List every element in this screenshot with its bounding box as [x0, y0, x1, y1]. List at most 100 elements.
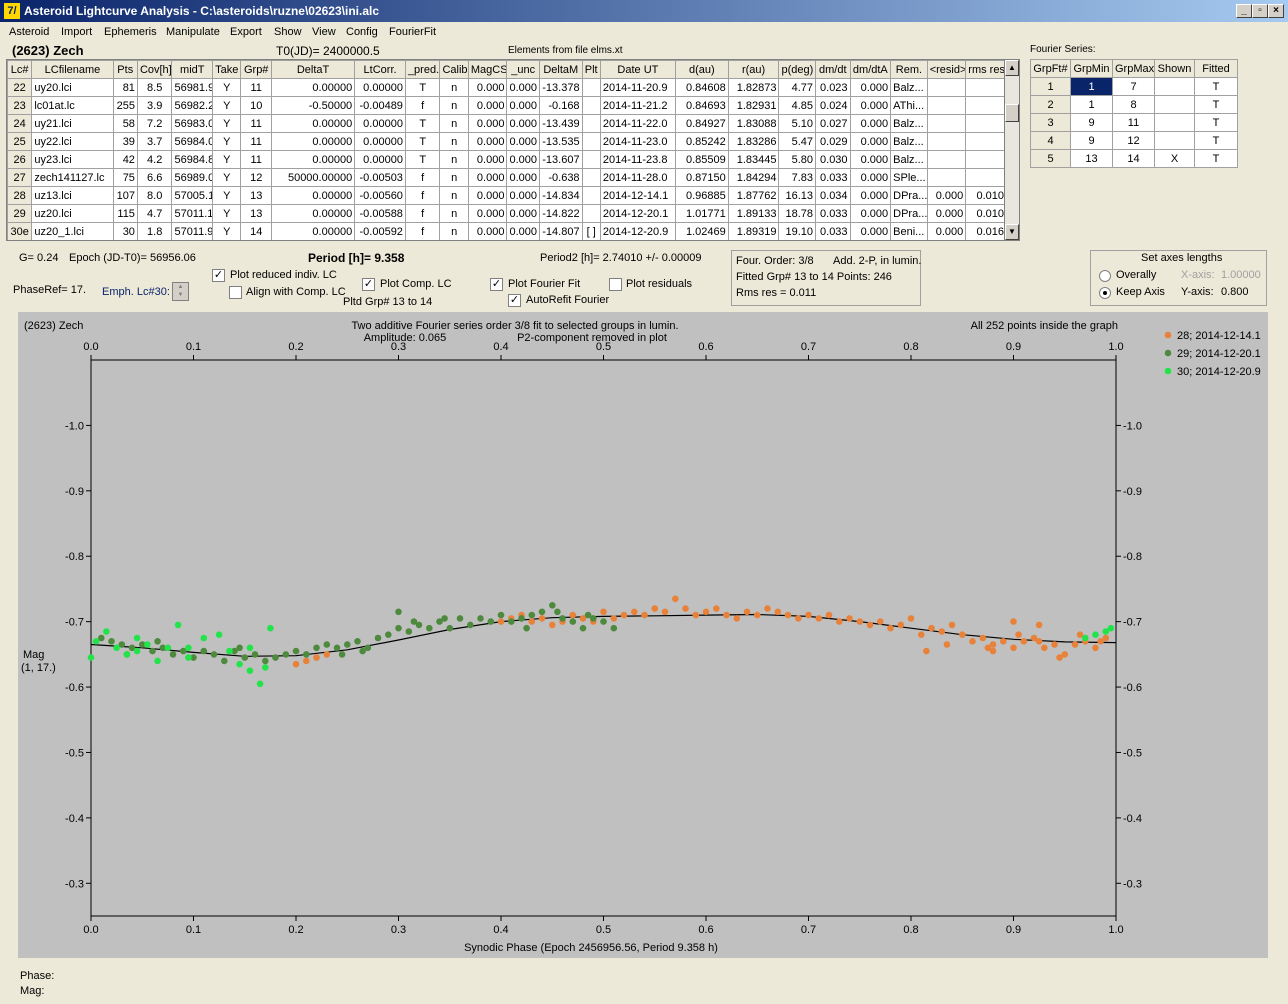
table-cell[interactable]: 1.89319 [727, 222, 780, 240]
row-header[interactable]: 23 [7, 96, 33, 115]
fourier-row-header[interactable]: 4 [1030, 131, 1071, 150]
menu-config[interactable]: Config [346, 26, 378, 38]
fourier-column-header[interactable]: Fitted [1194, 59, 1238, 78]
table-cell[interactable]: 30 [112, 222, 138, 240]
table-cell[interactable]: n [439, 96, 469, 115]
table-cell[interactable]: 0.000 [467, 96, 508, 115]
table-cell[interactable]: 0.000 [849, 150, 892, 169]
table-cell[interactable]: 0.00000 [354, 150, 406, 169]
table-cell[interactable]: 0.000 [849, 96, 892, 115]
column-header[interactable]: <resid> [926, 60, 967, 79]
table-cell[interactable]: DPra... [890, 186, 928, 205]
table-cell[interactable]: Y [212, 222, 242, 240]
table-cell[interactable]: uz13.lci [31, 186, 114, 205]
table-cell[interactable]: 0.029 [815, 132, 851, 151]
column-header[interactable]: rms res [965, 60, 1005, 79]
table-cell[interactable]: n [439, 78, 469, 97]
table-cell[interactable]: n [439, 150, 469, 169]
table-cell[interactable]: 0.000 [467, 132, 508, 151]
table-cell[interactable]: 1.89133 [727, 204, 780, 223]
fourier-cell[interactable]: 9 [1070, 131, 1113, 150]
table-cell[interactable]: -0.00592 [354, 222, 406, 240]
table-cell[interactable]: 0.033 [815, 204, 851, 223]
table-cell[interactable]: -0.168 [538, 96, 583, 115]
table-cell[interactable]: 0.00000 [270, 222, 356, 240]
table-cell[interactable]: f [404, 186, 441, 205]
table-cell[interactable]: 0.000 [467, 222, 508, 240]
fourier-cell[interactable]: 13 [1070, 149, 1113, 168]
table-cell[interactable]: n [439, 132, 469, 151]
fourier-cell[interactable] [1154, 113, 1195, 132]
table-cell[interactable]: 0.027 [815, 114, 851, 133]
table-cell[interactable]: 81 [112, 78, 138, 97]
table-cell[interactable] [926, 168, 967, 187]
table-cell[interactable]: 0.000 [926, 222, 967, 240]
table-cell[interactable]: 57011.1 [171, 204, 214, 223]
fourier-cell[interactable]: 11 [1112, 113, 1155, 132]
table-cell[interactable]: 1.8 [136, 222, 173, 240]
table-cell[interactable] [926, 132, 967, 151]
fourier-cell[interactable] [1154, 77, 1195, 96]
table-cell[interactable] [965, 114, 1005, 133]
table-cell[interactable]: uz20.lci [31, 204, 114, 223]
fourier-cell[interactable]: 12 [1112, 131, 1155, 150]
column-header[interactable]: Date UT [599, 60, 676, 79]
table-cell[interactable]: 0.000 [506, 186, 540, 205]
fourier-row-header[interactable]: 2 [1030, 95, 1071, 114]
table-cell[interactable]: 11 [240, 150, 272, 169]
table-cell[interactable] [965, 168, 1005, 187]
table-cell[interactable]: Y [212, 204, 242, 223]
table-cell[interactable]: 58 [112, 114, 138, 133]
table-cell[interactable]: 3.9 [136, 96, 173, 115]
table-cell[interactable]: 1.87762 [727, 186, 780, 205]
column-header[interactable]: midT [171, 60, 214, 79]
table-cell[interactable]: 0.85242 [674, 132, 729, 151]
table-cell[interactable] [581, 96, 601, 115]
table-cell[interactable]: Y [212, 96, 242, 115]
table-cell[interactable]: f [404, 204, 441, 223]
table-cell[interactable]: [ ] [581, 222, 601, 240]
table-cell[interactable]: 0.00000 [270, 204, 356, 223]
table-cell[interactable] [581, 132, 601, 151]
table-cell[interactable] [581, 168, 601, 187]
table-cell[interactable]: 1.83088 [727, 114, 780, 133]
column-header[interactable]: Plt [581, 60, 601, 79]
table-cell[interactable]: n [439, 222, 469, 240]
table-cell[interactable]: 0.000 [849, 132, 892, 151]
table-cell[interactable]: 0.000 [506, 222, 540, 240]
column-header[interactable]: _unc [506, 60, 540, 79]
table-cell[interactable]: 13 [240, 204, 272, 223]
table-cell[interactable] [581, 114, 601, 133]
table-cell[interactable]: Balz... [890, 132, 928, 151]
table-cell[interactable]: 0.016 [965, 222, 1005, 240]
table-cell[interactable]: 0.84608 [674, 78, 729, 97]
fourier-column-header[interactable]: GrpMax [1112, 59, 1155, 78]
menu-fourierfit[interactable]: FourierFit [389, 26, 437, 38]
table-cell[interactable]: -13.535 [538, 132, 583, 151]
table-cell[interactable] [581, 204, 601, 223]
table-row[interactable]: 27 zech141127.lc 75 6.6 56989.0 Y 12 50000.0000… [7, 168, 1005, 187]
fourier-column-header[interactable]: Shown [1154, 59, 1195, 78]
table-cell[interactable]: uy22.lci [31, 132, 114, 151]
table-cell[interactable]: -0.00503 [354, 168, 406, 187]
table-cell[interactable]: 12 [240, 168, 272, 187]
table-cell[interactable]: 0.000 [467, 168, 508, 187]
row-header[interactable]: 22 [7, 78, 33, 97]
column-header[interactable]: Lc# [7, 60, 33, 79]
row-header[interactable]: 30e [7, 222, 33, 240]
table-cell[interactable]: 0.00000 [354, 132, 406, 151]
table-cell[interactable]: 11 [240, 132, 272, 151]
fourier-column-header[interactable]: GrpFt# [1030, 59, 1071, 78]
table-cell[interactable]: 4.85 [778, 96, 817, 115]
fourier-row-header[interactable]: 1 [1030, 77, 1071, 96]
menu-show[interactable]: Show [274, 26, 302, 38]
table-cell[interactable]: -13.439 [538, 114, 583, 133]
table-cell[interactable]: n [439, 114, 469, 133]
fourier-cell[interactable] [1154, 95, 1195, 114]
table-cell[interactable]: 6.6 [136, 168, 173, 187]
table-cell[interactable]: 56981.9 [171, 78, 214, 97]
column-header[interactable]: LCfilename [31, 60, 114, 79]
table-cell[interactable]: 0.000 [849, 186, 892, 205]
table-cell[interactable]: 0.000 [467, 114, 508, 133]
fourier-cell[interactable]: T [1194, 113, 1238, 132]
